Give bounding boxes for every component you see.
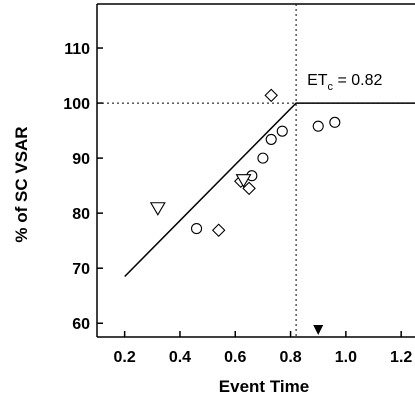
y-tick-label: 100 xyxy=(63,96,90,113)
x-tick-label: 1.2 xyxy=(390,349,412,366)
circle-point xyxy=(312,120,324,132)
etc-annotation: ETc = 0.82 xyxy=(307,72,382,93)
triangle-down-point xyxy=(149,202,166,216)
y-tick-label: 90 xyxy=(72,151,90,168)
etc-annotation-suffix: = 0.82 xyxy=(333,72,382,89)
x-tick-label: 1.0 xyxy=(335,349,357,366)
diamond-point xyxy=(211,223,226,237)
y-tick-label: 60 xyxy=(72,316,90,333)
y-tick-label: 110 xyxy=(64,41,90,58)
data-points xyxy=(149,88,341,237)
y-tick-label: 80 xyxy=(72,206,90,223)
circle-point xyxy=(257,152,269,164)
fit-line xyxy=(124,102,415,278)
x-tick-label: 0.6 xyxy=(224,349,246,366)
x-tick-label: 0.8 xyxy=(279,349,301,366)
x-tick-label: 0.2 xyxy=(114,349,136,366)
arrow-down-marker xyxy=(313,325,324,335)
y-tick-label: 70 xyxy=(72,261,90,278)
annotation-group: ETc = 0.82 xyxy=(307,72,382,93)
circle-point xyxy=(265,133,277,145)
circle-point xyxy=(329,116,341,128)
diamond-point xyxy=(264,88,278,103)
etc-annotation-prefix: ET xyxy=(307,72,328,89)
reference-lines xyxy=(97,4,415,337)
y-axis-title: % of SC VSAR xyxy=(12,126,31,242)
x-tick-label: 0.4 xyxy=(169,349,191,366)
circle-point xyxy=(190,223,203,235)
fit-line-group xyxy=(124,102,415,278)
triangle-down-point xyxy=(235,174,252,188)
x-axis-title: Event Time xyxy=(219,377,309,396)
diamond-point xyxy=(242,181,256,196)
etc-annotation-subscript: c xyxy=(328,81,334,93)
circle-point xyxy=(276,125,288,137)
axes: 0.2 0.4 0.6 0.8 1.0 1.2 60 70 80 90 100 110 xyxy=(63,3,415,366)
